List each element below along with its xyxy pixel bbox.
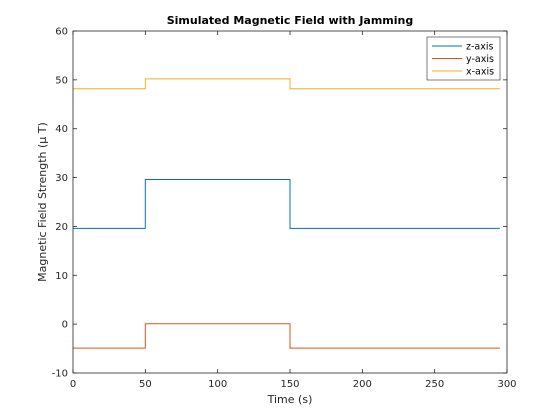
y-tick-label: 60 [55,27,68,38]
x-tick-label: 50 [139,379,152,390]
x-tick-label: 150 [280,379,299,390]
series-layer [73,78,500,349]
y-tick-label: 10 [55,271,68,282]
y-tick-label: 40 [55,124,68,135]
series-line-z-axis [73,179,500,229]
x-tick-label: 250 [425,379,444,390]
legend-entry-x-axis: x-axis [466,67,494,78]
y-tick-label: 30 [55,173,68,184]
y-tick-label: -10 [52,369,68,380]
y-axis-label: Magnetic Field Strength (μ T) [36,122,49,282]
series-line-x-axis [73,78,500,90]
y-tick-label: 0 [62,320,68,331]
x-tick-label: 0 [70,379,76,390]
plot-frame [72,30,508,374]
chart-title: Simulated Magnetic Field with Jamming [167,14,414,27]
y-tick-label: 20 [55,222,68,233]
x-tick-label: 100 [208,379,227,390]
x-axis-label: Time (s) [267,393,313,406]
x-tick-label: 300 [497,379,516,390]
legend-entry-y-axis: y-axis [466,54,494,65]
x-tick-label: 200 [353,379,372,390]
legend-entry-z-axis: z-axis [466,42,493,53]
y-tick-label: 50 [55,75,68,86]
series-line-y-axis [73,323,500,349]
